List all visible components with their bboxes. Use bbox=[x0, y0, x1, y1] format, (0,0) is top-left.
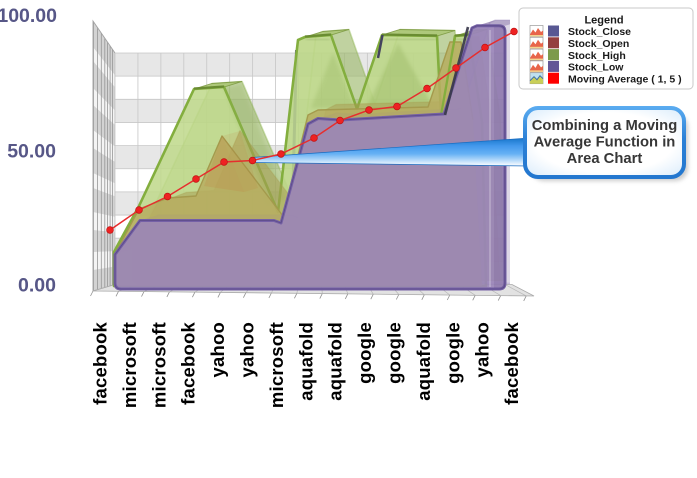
svg-text:facebook: facebook bbox=[501, 321, 522, 404]
svg-text:yahoo: yahoo bbox=[237, 322, 258, 377]
svg-text:yahoo: yahoo bbox=[207, 322, 228, 377]
svg-text:50.00: 50.00 bbox=[7, 141, 56, 163]
svg-text:microsoft: microsoft bbox=[148, 322, 169, 408]
svg-text:Stock_Close: Stock_Close bbox=[568, 26, 631, 38]
svg-text:Combining a Moving: Combining a Moving bbox=[532, 118, 678, 134]
svg-text:100.00: 100.00 bbox=[0, 5, 57, 27]
svg-text:facebook: facebook bbox=[178, 321, 199, 404]
svg-text:Stock_High: Stock_High bbox=[568, 50, 626, 62]
svg-text:Stock_Open: Stock_Open bbox=[568, 38, 629, 50]
svg-text:Moving Average ( 1, 5 ): Moving Average ( 1, 5 ) bbox=[568, 73, 682, 85]
svg-text:Area Chart: Area Chart bbox=[567, 151, 643, 167]
svg-text:google: google bbox=[384, 322, 405, 384]
svg-text:google: google bbox=[354, 322, 375, 384]
svg-text:aquafold: aquafold bbox=[325, 322, 346, 401]
svg-text:google: google bbox=[442, 322, 463, 384]
svg-text:microsoft: microsoft bbox=[119, 322, 140, 408]
svg-text:Stock_Low: Stock_Low bbox=[568, 62, 624, 74]
svg-text:aquafold: aquafold bbox=[413, 322, 434, 401]
svg-text:Average Function in: Average Function in bbox=[534, 135, 676, 151]
svg-text:facebook: facebook bbox=[90, 321, 111, 404]
svg-text:yahoo: yahoo bbox=[472, 322, 493, 377]
svg-text:Legend: Legend bbox=[584, 15, 623, 27]
svg-text:microsoft: microsoft bbox=[266, 322, 287, 408]
svg-text:0.00: 0.00 bbox=[18, 275, 56, 297]
svg-text:aquafold: aquafold bbox=[295, 322, 316, 401]
